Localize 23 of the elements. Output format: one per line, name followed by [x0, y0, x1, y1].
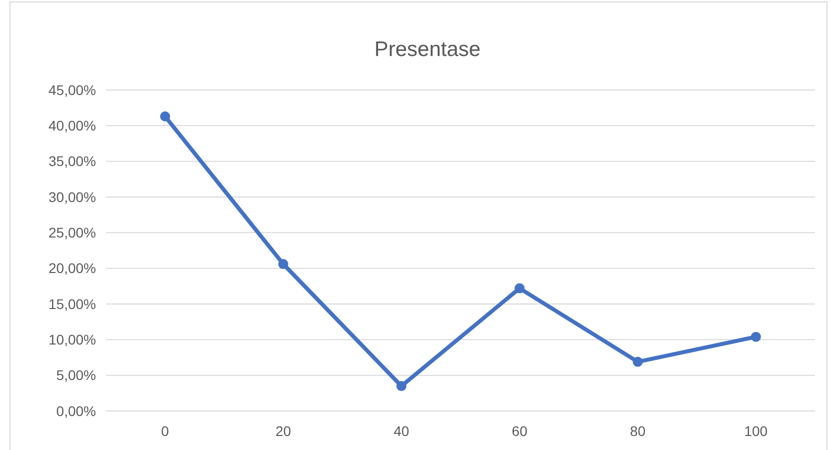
- x-tick-label: 60: [512, 423, 528, 439]
- point: [632, 356, 643, 367]
- y-tick-label: 0,00%: [56, 402, 96, 419]
- x-tick-label: 20: [275, 423, 292, 439]
- y-tick-label: 15,00%: [48, 296, 96, 312]
- x-tick-label: 0: [161, 423, 170, 439]
- y-tick-label: 40,00%: [48, 118, 96, 134]
- y-tick-label: 45,00%: [48, 82, 96, 98]
- point: [396, 381, 406, 392]
- y-tick-label: 35,00%: [48, 153, 96, 170]
- y-tick-label: 30,00%: [48, 188, 96, 205]
- x-tick-label: 100: [744, 423, 768, 439]
- x-tick-label: 40: [394, 423, 410, 439]
- point: [160, 111, 170, 122]
- y-tick-label: 5,00%: [56, 367, 96, 384]
- point: [514, 283, 525, 294]
- point: [278, 259, 288, 270]
- x-tick-label: 80: [630, 423, 646, 439]
- point: [750, 332, 761, 342]
- y-tick-label: 10,00%: [48, 332, 96, 348]
- y-tick-label: 20,00%: [48, 260, 96, 276]
- y-tick-label: 25,00%: [48, 224, 96, 241]
- chart-title: Presentase: [374, 38, 481, 61]
